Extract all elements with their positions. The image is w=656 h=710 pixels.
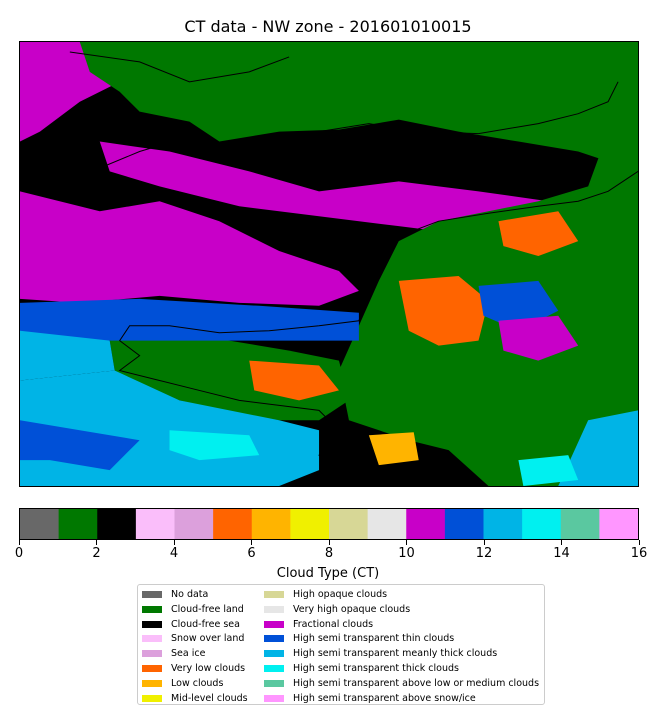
colorbar-segment (444, 509, 484, 539)
legend-label: High semi transparent above low or mediu… (293, 677, 540, 689)
colorbar-tick-mark (483, 540, 485, 545)
colorbar-segment (58, 509, 98, 539)
legend-label: No data (171, 589, 209, 600)
legend-swatch (264, 650, 284, 658)
colorbar (19, 508, 639, 540)
colorbar-segment (406, 509, 446, 539)
colorbar-segment (483, 509, 523, 539)
legend-swatch (264, 605, 284, 613)
colorbar-tick-label: 14 (553, 546, 570, 561)
colorbar-tick-mark (96, 540, 97, 545)
colorbar-tick-mark (173, 540, 175, 545)
colorbar-tick-label: 8 (324, 546, 334, 561)
colorbar-segment (174, 509, 214, 539)
legend: No data Cloud-free land Cloud-free sea Snow… (137, 584, 545, 705)
colorbar-label: Cloud Type (CT) (276, 566, 380, 581)
colorbar-segment (20, 509, 60, 539)
region-fractional-east (498, 315, 579, 361)
legend-swatch (142, 605, 162, 613)
legend-label: Sea ice (171, 648, 206, 660)
legend-label: High semi transparent above snow/ice (293, 692, 476, 704)
legend-swatch (142, 650, 162, 658)
region-fractional-west (20, 191, 359, 306)
region-land-brittany (109, 335, 349, 421)
colorbar-segment (290, 509, 330, 539)
region-very-low-3 (498, 211, 579, 257)
colorbar-tick-label: 4 (169, 546, 179, 561)
region-fractional-center (99, 141, 559, 237)
legend-swatch (264, 694, 284, 702)
region-semi-thin-south (20, 420, 140, 471)
colorbar-tick-mark (251, 540, 252, 545)
colorbar-tick-label: 16 (630, 546, 648, 561)
region-low-clouds (368, 432, 419, 466)
colorbar-tick-mark (561, 540, 562, 545)
colorbar-tick-label: 10 (398, 546, 415, 561)
region-semi-meanly-east (558, 410, 638, 486)
colorbar-segment (97, 509, 137, 539)
region-semi-thick-south (169, 430, 260, 461)
region-very-low-2 (249, 360, 339, 401)
legend-label: Very low clouds (171, 663, 246, 674)
chart-title: CT data - NW zone - 201601010015 (184, 17, 472, 36)
colorbar-segment (522, 509, 562, 539)
colorbar-segment (135, 509, 175, 539)
legend-swatch (142, 679, 162, 687)
region-very-low-1 (398, 275, 489, 346)
legend-label: Very high opaque clouds (293, 603, 411, 615)
legend-label: High semi transparent meanly thick cloud… (293, 648, 498, 660)
legend-swatch (142, 635, 162, 643)
legend-label: Cloud-free land (171, 603, 244, 615)
colorbar-tick-label: 0 (14, 546, 24, 561)
legend-swatch (264, 620, 284, 628)
legend-label: Cloud-free sea (171, 618, 240, 630)
colorbar-segment (213, 509, 253, 539)
legend-label: Mid-level clouds (171, 692, 248, 704)
colorbar-segment (329, 509, 369, 539)
coastline-france (118, 171, 638, 486)
legend-label: High opaque clouds (293, 589, 388, 600)
colorbar-segment (367, 509, 407, 539)
legend-swatch (264, 635, 284, 643)
colorbar-tick-mark (18, 540, 20, 545)
legend-label: High semi transparent thick clouds (293, 663, 459, 674)
legend-swatch (142, 665, 162, 672)
colorbar-tick-label: 6 (247, 546, 256, 561)
legend-swatch (264, 591, 284, 598)
colorbar-tick-label: 2 (92, 546, 101, 561)
colorbar-segment (251, 509, 291, 539)
colorbar-tick-mark (406, 540, 407, 545)
colorbar-tick-label: 12 (475, 546, 493, 561)
legend-label: Low clouds (171, 677, 224, 689)
coastline-north (39, 51, 619, 182)
legend-label: High semi transparent thin clouds (293, 633, 455, 645)
legend-swatch (264, 679, 284, 687)
legend-swatch (264, 665, 284, 672)
legend-swatch (142, 620, 162, 628)
colorbar-tick-mark (328, 540, 330, 545)
region-semi-meanly-band (20, 330, 115, 381)
legend-label: Fractional clouds (293, 618, 374, 630)
colorbar-tick-mark (638, 540, 640, 545)
legend-swatch (142, 694, 162, 702)
region-land-north (79, 42, 638, 172)
colorbar-segment (599, 509, 638, 539)
legend-label: Snow over land (171, 633, 245, 645)
region-semi-thick-east (518, 455, 579, 486)
legend-swatch (142, 591, 162, 598)
cloud-type-map (19, 41, 639, 487)
colorbar-segment (560, 509, 600, 539)
